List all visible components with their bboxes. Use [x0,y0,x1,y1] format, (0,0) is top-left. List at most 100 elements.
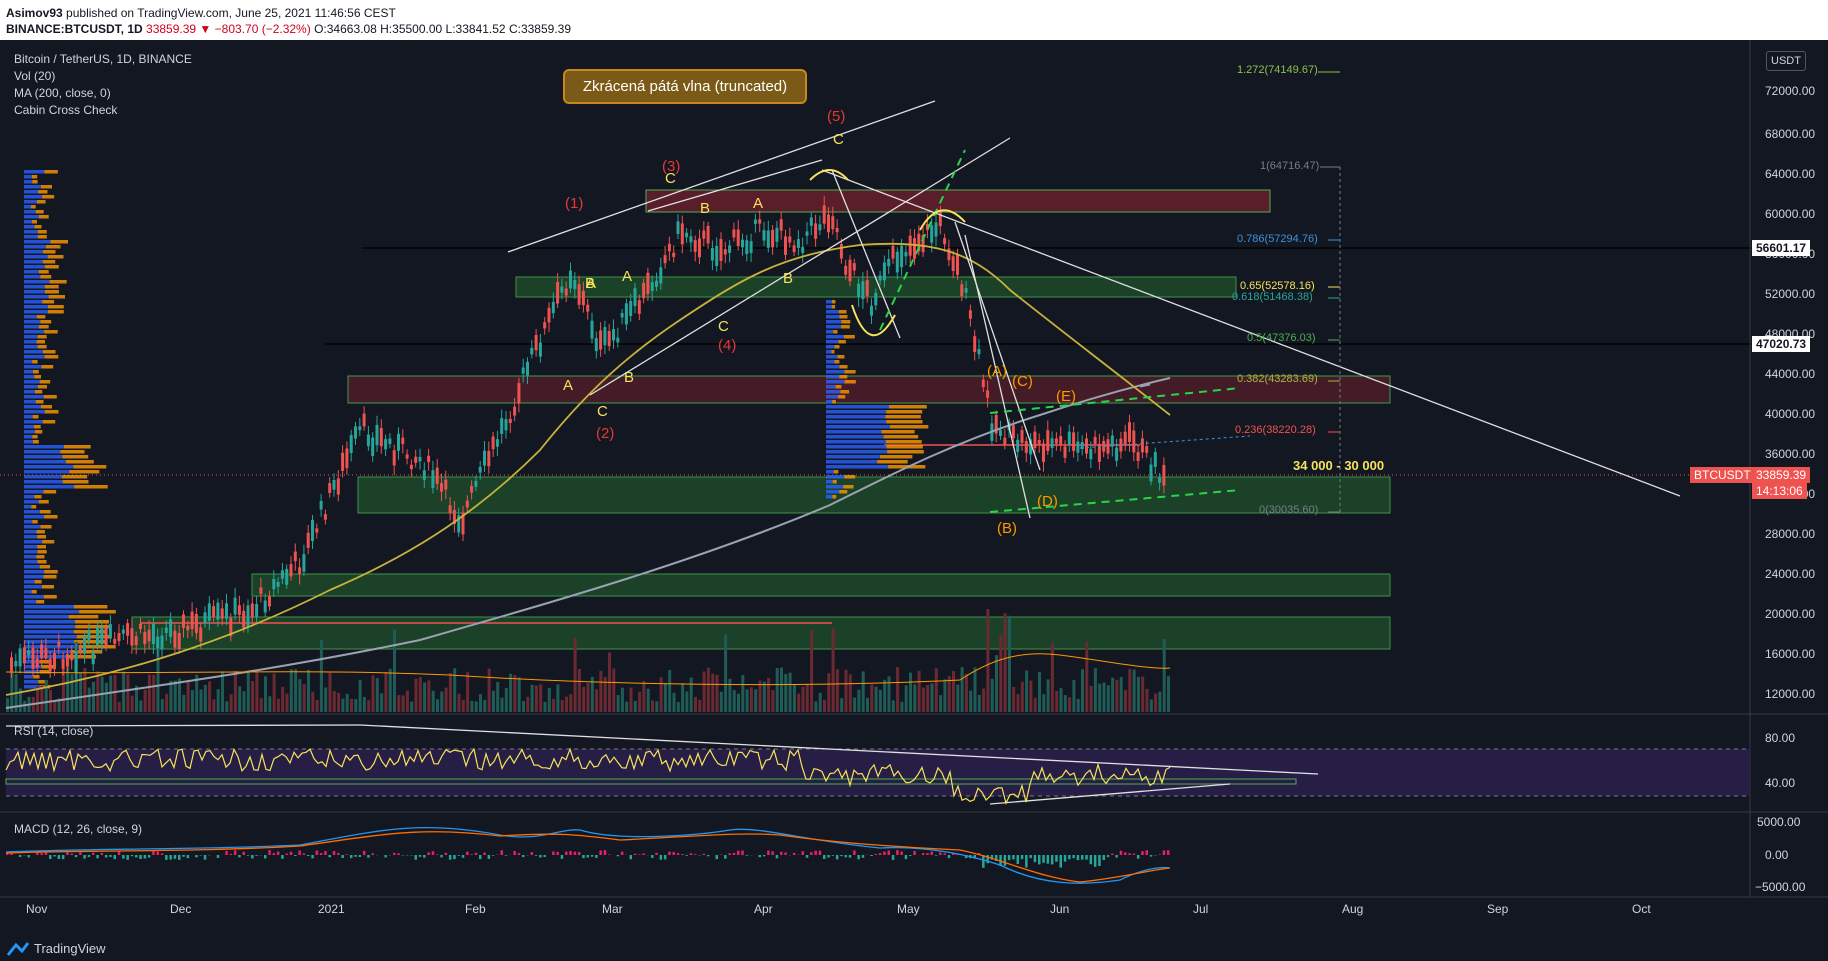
price-tick: 20000.00 [1765,607,1816,621]
price-tick: 52000.00 [1765,287,1816,301]
wave-label: A [622,268,633,285]
price-tick: 64000.00 [1765,167,1816,181]
last-price: 33859.39 [146,22,197,36]
price-tick: 44000.00 [1765,367,1816,381]
author-name[interactable]: Asimov93 [6,6,63,20]
publish-header: Asimov93 published on TradingView.com, J… [0,0,1828,40]
wave-label: (5) [827,108,846,125]
level-b-tag: 47020.73 [1752,336,1811,352]
wave-label: (C) [1012,373,1033,390]
currency-badge[interactable]: USDT [1766,51,1806,71]
price-tick: 12000.00 [1765,687,1816,701]
wave-label: C [665,170,676,187]
footer: TradingView [0,937,1828,961]
price-tick: 24000.00 [1765,567,1816,581]
volume-bars [6,609,1170,712]
level-a-tag: 56601.17 [1752,240,1811,256]
publish-info: published on TradingView.com, June 25, 2… [66,6,396,20]
price-candles [10,195,1166,680]
price-tick: 28000.00 [1765,527,1816,541]
zone-22k [251,573,1391,597]
fib-level-label: 0.65(52578.16) [1240,280,1315,292]
macd-signal-line [5,831,1171,883]
fib-level-label: 0.236(38220.28) [1235,424,1316,436]
wave-label: (4) [718,337,737,354]
ohlc-low: L:33841.52 [445,22,506,36]
volume-ma-line [5,653,1171,686]
annotation-callout[interactable]: Zkrácená pátá vlna (truncated) [563,69,807,104]
bar-countdown: 14:13:06 [1752,483,1807,499]
supply-zone-top [645,189,1271,213]
volume-profile [24,170,929,689]
time-tick: Oct [1632,902,1651,916]
wave-label: (E) [1056,388,1076,405]
fib-level-label: 0.786(57294.76) [1237,233,1318,245]
wave-label: C [718,318,729,335]
macd-histogram [6,850,1170,868]
triangle-lines [879,149,1241,513]
wave-label: B [585,275,596,292]
time-tick: Jul [1193,902,1209,916]
price-tick: 36000.00 [1765,447,1816,461]
ohlc-close: C:33859.39 [508,22,572,36]
tradingview-logo-icon[interactable] [6,941,30,960]
time-tick: Dec [170,902,192,916]
ema-line [5,242,1171,696]
wave-label: C [597,403,608,420]
wave-label: C [833,131,844,148]
wave-label: (1) [565,195,584,212]
fib-level-label: 1.272(74149.67) [1237,64,1318,76]
time-tick: Sep [1487,902,1509,916]
fib-level-label: 0.618(51468.38) [1232,291,1313,303]
fib-level-label: 1(64716.47) [1260,160,1320,172]
rsi-scale-80: 80.00 [1765,731,1796,745]
legend-indicator: Cabin Cross Check [14,103,118,117]
down-arrow-icon: ▼ [199,22,212,36]
legend-macd: MACD (12, 26, close, 9) [14,822,143,836]
price-tick: 72000.00 [1765,84,1816,98]
wave-label: B [700,200,711,217]
time-tick: Jun [1050,902,1070,916]
macd-scale-5000: 5000.00 [1757,815,1801,829]
legend-volume: Vol (20) [14,69,56,83]
ohlc-open: O:34663.08 [314,22,377,36]
rsi-scale-40: 40.00 [1765,776,1796,790]
fib-level-label: 0.5(47376.03) [1247,332,1316,344]
range-label: 34 000 - 30 000 [1293,458,1385,473]
rsi-line [5,747,1171,805]
price-tick: 68000.00 [1765,127,1816,141]
wave-label: A [563,377,574,394]
tradingview-brand[interactable]: TradingView [34,941,106,956]
fib-level-label: 0(30035.60) [1259,504,1319,516]
legend-ma: MA (200, close, 0) [14,86,111,100]
wave-label: (D) [1037,493,1058,510]
last-price-tag: 33859.39 [1752,467,1811,483]
time-tick: Mar [602,902,623,916]
price-tick: 40000.00 [1765,407,1816,421]
wave-label: (3) [662,158,681,175]
legend-rsi: RSI (14, close) [14,724,94,738]
legend-title: Bitcoin / TetherUS, 1D, BINANCE [14,52,192,66]
wave-label: B [624,369,635,386]
fib-level-label: 0.382(43283.69) [1237,373,1318,385]
time-tick: Apr [754,902,773,916]
price-change: −803.70 (−2.32%) [214,22,311,36]
wave-label: (A) [987,363,1007,380]
symbol-tag: BTCUSDT [1690,467,1755,483]
wave-label: (B) [997,520,1017,537]
price-tick: 16000.00 [1765,647,1816,661]
time-tick: May [897,902,920,916]
macd-scale-neg5000: −5000.00 [1755,880,1806,894]
time-tick: 2021 [318,902,345,916]
macd-scale-0: 0.00 [1765,848,1789,862]
wave-label: A [753,195,764,212]
wave-label: A [586,275,597,292]
wave-label: (2) [596,425,615,442]
time-tick: Aug [1342,902,1364,916]
wave-label: B [783,270,794,287]
price-tick: 60000.00 [1765,207,1816,221]
macd-line [5,826,1171,884]
symbol-title: BINANCE:BTCUSDT, 1D [6,22,143,36]
